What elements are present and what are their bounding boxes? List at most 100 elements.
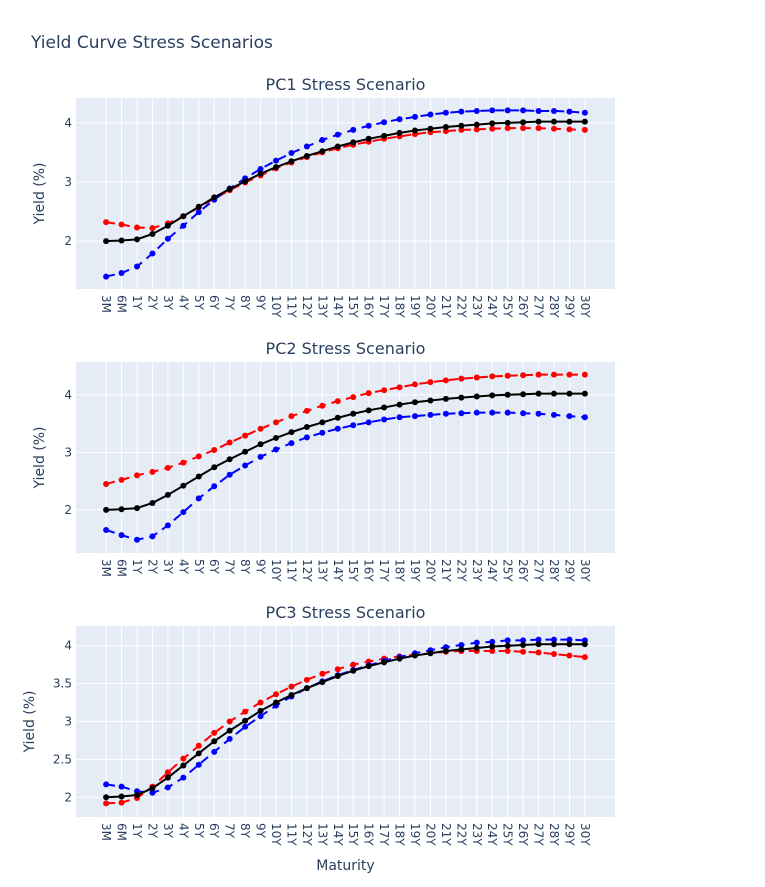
series-marker <box>242 723 249 730</box>
series-marker <box>288 691 295 698</box>
series-marker <box>180 755 187 762</box>
series-marker <box>365 419 372 426</box>
series-marker <box>566 371 573 378</box>
series-marker <box>581 641 588 648</box>
subplot-title: PC1 Stress Scenario <box>266 75 426 94</box>
series-marker <box>334 666 341 673</box>
x-tick-label: 21Y <box>439 295 453 318</box>
series-marker <box>458 641 465 648</box>
x-tick-label: 7Y <box>223 295 237 311</box>
series-marker <box>581 118 588 125</box>
x-tick-label: 26Y <box>516 823 530 846</box>
series-marker <box>257 453 264 460</box>
y-tick-label: 4 <box>64 388 72 402</box>
x-tick-label: 12Y <box>300 559 314 582</box>
y-tick-label: 2 <box>64 503 72 517</box>
series-marker <box>458 122 465 129</box>
series-marker <box>504 372 511 379</box>
y-axis-label: Yield (%) <box>22 690 38 753</box>
series-marker <box>319 419 326 426</box>
series-marker <box>489 409 496 416</box>
series-marker <box>195 742 202 749</box>
series-marker <box>442 377 449 384</box>
x-tick-label: 15Y <box>346 295 360 318</box>
series-marker <box>134 792 141 799</box>
series-marker <box>535 641 542 648</box>
x-tick-label: 5Y <box>192 559 206 575</box>
series-marker <box>411 113 418 120</box>
series-marker <box>581 126 588 133</box>
x-tick-label: 19Y <box>408 295 422 318</box>
y-axis-label: Yield (%) <box>32 162 48 225</box>
series-marker <box>442 410 449 417</box>
series-marker <box>381 416 388 423</box>
series-marker <box>257 441 264 448</box>
series-marker <box>550 641 557 648</box>
series-marker <box>226 439 233 446</box>
series-marker <box>149 533 156 540</box>
x-tick-label: 3Y <box>161 559 175 575</box>
series-marker <box>226 718 233 725</box>
series-marker <box>164 491 171 498</box>
series-marker <box>550 125 557 132</box>
series-marker <box>535 649 542 656</box>
series-marker <box>473 393 480 400</box>
x-tick-label: 25Y <box>501 559 515 582</box>
series-marker <box>550 390 557 397</box>
series-line <box>105 109 585 278</box>
series-marker <box>566 126 573 133</box>
x-tick-label: 8Y <box>238 559 252 575</box>
x-tick-label: 13Y <box>315 823 329 846</box>
series-marker <box>396 116 403 123</box>
x-tick-label: 7Y <box>223 823 237 839</box>
x-tick-label: 6M <box>115 295 129 313</box>
series-marker <box>550 651 557 658</box>
series-marker <box>273 446 280 453</box>
y-tick-label: 4 <box>64 116 72 130</box>
series-marker <box>303 407 310 414</box>
series-marker <box>520 391 527 398</box>
series-marker <box>520 641 527 648</box>
x-tick-label: 6M <box>115 559 129 577</box>
series-marker <box>535 125 542 132</box>
x-tick-label: 1Y <box>130 295 144 311</box>
series-marker <box>303 424 310 431</box>
x-tick-label: 30Y <box>578 559 592 582</box>
series-marker <box>257 707 264 714</box>
x-tick-label: 17Y <box>377 559 391 582</box>
series-marker <box>149 468 156 475</box>
series-marker <box>164 769 171 776</box>
series-marker <box>458 375 465 382</box>
series-marker <box>118 532 125 539</box>
series-marker <box>180 509 187 516</box>
series-marker <box>458 394 465 401</box>
x-tick-label: 14Y <box>331 295 345 318</box>
series-marker <box>566 636 573 643</box>
series-marker <box>103 526 110 533</box>
series-marker <box>520 107 527 114</box>
x-tick-label: 23Y <box>470 295 484 318</box>
series-marker <box>411 381 418 388</box>
series-marker <box>581 371 588 378</box>
x-tick-label: 29Y <box>562 295 576 318</box>
x-tick-label: 2Y <box>145 295 159 311</box>
series-marker <box>350 139 357 146</box>
series-marker <box>411 652 418 659</box>
x-tick-label: 18Y <box>393 823 407 846</box>
series-marker <box>211 748 218 755</box>
series-marker <box>489 125 496 132</box>
series-marker <box>273 419 280 426</box>
x-tick-label: 28Y <box>547 295 561 318</box>
series-marker <box>550 411 557 418</box>
series-marker <box>195 495 202 502</box>
series-marker <box>350 667 357 674</box>
series-marker <box>427 650 434 657</box>
series-marker <box>520 125 527 132</box>
x-tick-label: 21Y <box>439 559 453 582</box>
series-marker <box>520 648 527 655</box>
series-marker <box>489 648 496 655</box>
series-marker <box>504 637 511 644</box>
series-marker <box>118 506 125 513</box>
x-tick-label: 6Y <box>207 295 221 311</box>
